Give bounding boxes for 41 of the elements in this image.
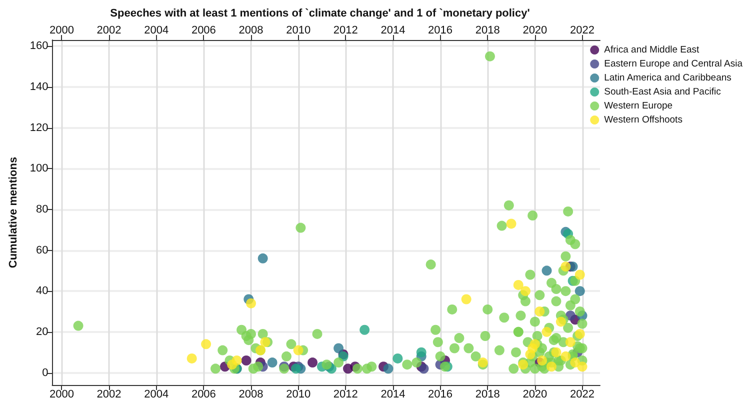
- y-tick-label: 80: [36, 203, 48, 216]
- x2-tick-label: 2016: [428, 24, 453, 36]
- y-tick-label: 60: [36, 244, 48, 256]
- x2-tick-label: 2020: [522, 24, 548, 36]
- y-tick-label: 0: [42, 366, 48, 379]
- x-tick-label: 2012: [333, 388, 358, 400]
- legend-label: Eastern Europe and Central Asia: [604, 58, 744, 70]
- x2-tick-label: 2022: [570, 24, 594, 36]
- y-tick-label: 140: [30, 80, 48, 93]
- x-tick-label: 2018: [475, 388, 500, 400]
- chart-title: Speeches with at least 1 mentions of `climate change' and 1 of `monetary policy': [110, 8, 530, 20]
- y-tick-label: 40: [36, 285, 48, 298]
- x2-tick-label: 2002: [96, 24, 122, 36]
- x-tick-label: 2016: [428, 388, 453, 400]
- legend-label: Western Europe: [604, 100, 673, 112]
- x2-tick-label: 2006: [191, 24, 216, 36]
- legend-label: Latin America and Caribbeans: [604, 72, 732, 84]
- x2-tick-label: 2018: [475, 24, 500, 36]
- x-tick-label: 2020: [522, 388, 548, 400]
- x-tick-label: 2006: [191, 388, 216, 400]
- x-tick-label: 2000: [49, 388, 74, 400]
- y-tick-label: 20: [36, 326, 48, 338]
- x-tick-label: 2022: [570, 388, 594, 400]
- x2-tick-label: 2008: [238, 24, 264, 36]
- x2-tick-label: 2000: [49, 24, 74, 36]
- x-tick-label: 2002: [96, 388, 122, 400]
- y-axis-title: Cumulative mentions: [8, 156, 20, 268]
- x-tick-label: 2014: [380, 388, 406, 400]
- y-tick-label: 100: [30, 162, 48, 175]
- x2-tick-label: 2014: [380, 24, 406, 36]
- x2-tick-label: 2012: [333, 24, 358, 36]
- legend-label: South-East Asia and Pacific: [604, 86, 722, 98]
- legend-label: Africa and Middle East: [604, 44, 700, 56]
- x2-tick-label: 2004: [144, 24, 169, 36]
- y-tick-label: 160: [30, 40, 48, 52]
- x2-tick-label: 2010: [286, 24, 311, 36]
- legend-label: Western Offshoots: [604, 114, 683, 126]
- x-tick-label: 2004: [144, 388, 169, 400]
- x-tick-label: 2008: [238, 388, 264, 400]
- y-tick-label: 120: [30, 122, 48, 134]
- x-tick-label: 2010: [286, 388, 311, 400]
